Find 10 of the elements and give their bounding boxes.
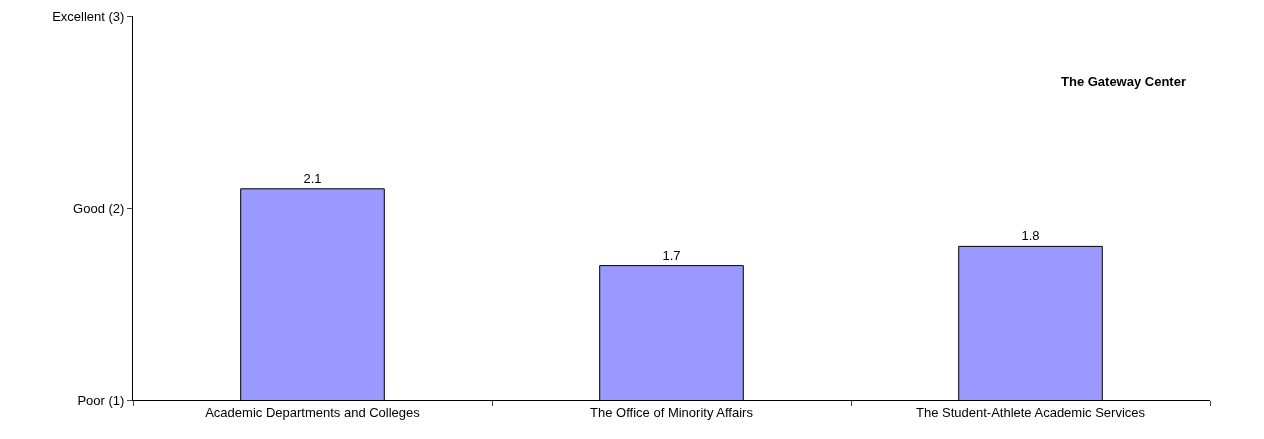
x-tick-label: The Office of Minority Affairs: [590, 404, 754, 420]
x-tick-label: The Student-Athlete Academic Services: [915, 404, 1146, 420]
y-tick-label: Good (2): [73, 200, 125, 216]
x-tick-label: Academic Departments and Colleges: [205, 404, 421, 420]
y-tick-label: Poor (1): [77, 392, 125, 408]
annotation: The Gateway Center: [1061, 74, 1186, 89]
y-tick-label: Excellent (3): [52, 8, 125, 24]
data-label: 1.7: [662, 247, 681, 263]
data-label: 2.1: [303, 170, 322, 186]
data-label: 1.8: [1021, 228, 1040, 244]
